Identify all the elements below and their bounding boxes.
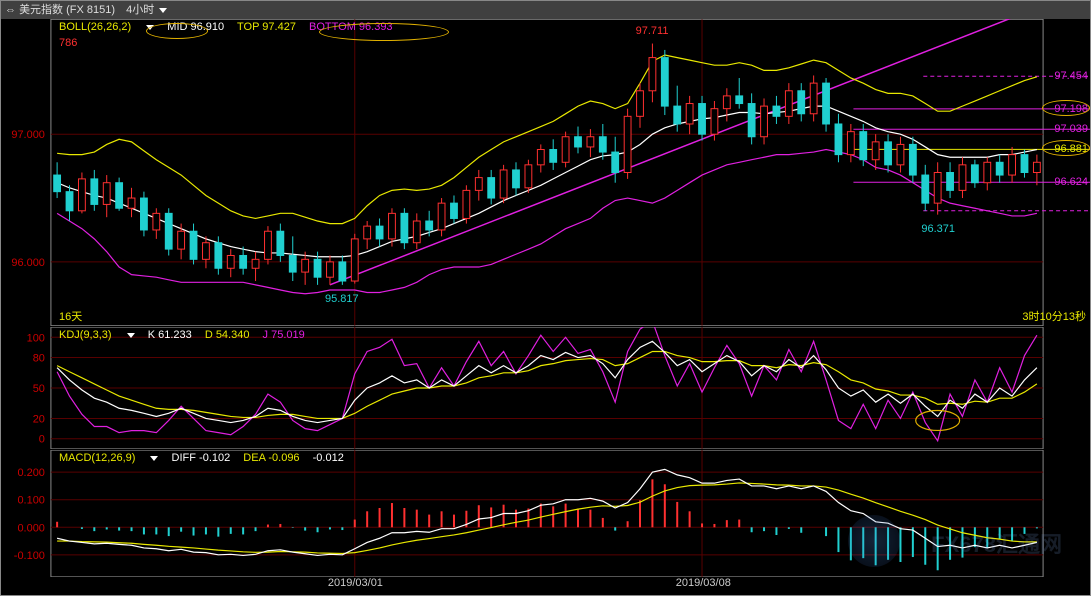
kdj-panel[interactable]: 0 20 50 80 100 KDJ(9,3,3) K 61.233 D 54.340 … (1, 327, 1090, 449)
x-tick-label: 2019/03/08 (676, 577, 731, 589)
boll-info-line: BOLL(26,26,2) MID 96.910 TOP 97.427 BOTT… (59, 21, 403, 33)
svg-text:100: 100 (27, 332, 45, 344)
watermark-text: FX678汇通网 (931, 527, 1062, 559)
svg-text:96.000: 96.000 (11, 257, 45, 269)
corner-bottom-right: 3时10分13秒 (1022, 308, 1086, 324)
kdj-d: D 54.340 (205, 329, 250, 341)
boll-top-label: TOP 97.427 (237, 21, 296, 33)
kdj-j: J 75.019 (263, 329, 305, 341)
boll-bottom-label: BOTTOM 96.393 (309, 21, 393, 33)
macd-diff: DIFF -0.102 (172, 452, 231, 464)
macd-dea: DEA -0.096 (243, 452, 299, 464)
symbol-name: 美元指数 (FX 8151) (19, 4, 115, 16)
macd-info-line: MACD(12,26,9) DIFF -0.102 DEA -0.096 -0.… (59, 452, 354, 464)
kdj-info-line: KDJ(9,3,3) K 61.233 D 54.340 J 75.019 (59, 329, 315, 341)
chevron-down-icon[interactable] (127, 333, 135, 338)
price-annotation: 97.711 (636, 25, 669, 37)
svg-text:0.200: 0.200 (17, 467, 44, 479)
macd-title: MACD(12,26,9) (59, 452, 135, 464)
corner-topleft: 786 (59, 37, 77, 49)
macd-panel[interactable]: -0.100 0.000 0.100 0.200 MACD(12,26,9) DIFF… (1, 450, 1090, 577)
macd-val: -0.012 (313, 452, 344, 464)
kdj-k: K 61.233 (148, 329, 192, 341)
price-label: 97.454 (1054, 70, 1088, 82)
svg-text:97.000: 97.000 (11, 129, 45, 141)
price-label: 96.624 (1054, 176, 1088, 188)
chevron-down-icon[interactable] (159, 8, 167, 13)
x-axis: 2019/03/01 2019/03/08 (1, 577, 1090, 595)
svg-text:0.000: 0.000 (17, 522, 44, 534)
boll-mid-label: MID 96.910 (167, 21, 224, 33)
svg-text:0.100: 0.100 (17, 495, 44, 507)
svg-text:20: 20 (33, 413, 45, 425)
main-price-panel[interactable]: 96.000 97.000 BOLL(26,26,2) MID 96.910 TO… (1, 19, 1090, 326)
svg-text:50: 50 (33, 383, 45, 395)
price-label: 97.039 (1054, 123, 1088, 135)
x-tick-label: 2019/03/01 (328, 577, 383, 589)
svg-text:0: 0 (39, 434, 45, 446)
chart-root: ⇔ 美元指数 (FX 8151) 4小时 96.000 97.000 BOLL(2… (0, 0, 1091, 596)
watermark-logo (848, 515, 900, 567)
timeframe-label[interactable]: 4小时 (126, 4, 154, 16)
price-annotation: 95.817 (325, 293, 359, 305)
title-bar: ⇔ 美元指数 (FX 8151) 4小时 (1, 1, 1090, 19)
price-label: 96.881 (1054, 143, 1088, 155)
price-annotation: 96.371 (921, 223, 955, 235)
chevron-down-icon[interactable] (146, 25, 154, 30)
corner-bottom-left: 16天 (59, 308, 82, 324)
svg-text:80: 80 (33, 353, 45, 365)
chevron-down-icon[interactable] (150, 456, 158, 461)
link-icon: ⇔ (5, 4, 16, 16)
kdj-title: KDJ(9,3,3) (59, 329, 112, 341)
svg-text:-0.100: -0.100 (14, 550, 45, 562)
price-label: 97.198 (1054, 103, 1088, 115)
boll-title: BOLL(26,26,2) (59, 21, 131, 33)
